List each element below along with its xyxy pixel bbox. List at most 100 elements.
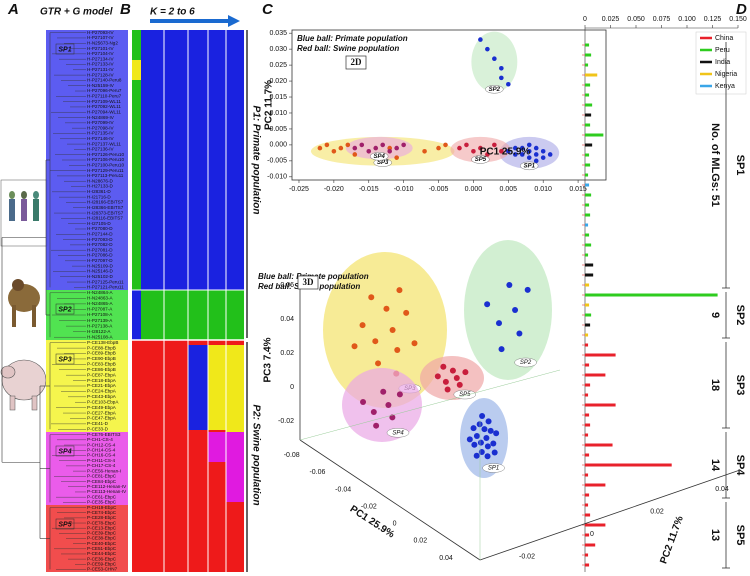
ball — [403, 309, 410, 316]
ball — [383, 305, 390, 312]
bar — [585, 463, 672, 467]
cluster-tag — [55, 518, 75, 530]
bar — [585, 243, 592, 247]
leaf-label: H-P27093-D — [87, 237, 113, 242]
leaf-label: H-N24869-IV — [87, 115, 115, 120]
ball — [495, 320, 502, 327]
leaf-label: H-N24864-A — [87, 290, 113, 295]
leaf-label: P-CE87-EbpA — [87, 372, 117, 377]
leaf-label: H-I28122-A — [87, 329, 111, 334]
ball — [484, 301, 491, 308]
legend-label: Kenya — [715, 83, 735, 90]
point — [457, 145, 462, 151]
point — [324, 142, 330, 148]
point — [506, 81, 511, 87]
leaf-label: H-P27080-D — [87, 226, 113, 231]
ball — [456, 381, 463, 388]
ball — [477, 439, 484, 446]
leaf-label: H-P27093-IV — [87, 30, 114, 35]
cluster-label: SP3 — [58, 356, 71, 363]
leaf-label: P-CE13-EbpC — [87, 525, 117, 530]
leaf-label: P-CH11-CS-4 — [87, 458, 115, 463]
point — [471, 148, 476, 154]
bar — [585, 293, 718, 297]
y-tick-label: 0.035 — [269, 30, 287, 37]
x-tick-label: -0.02 — [361, 503, 377, 510]
group-count: 18 — [709, 379, 721, 391]
cluster-tag — [370, 152, 389, 161]
ball — [389, 327, 396, 333]
cluster-ellipse — [345, 136, 413, 160]
bar — [585, 203, 590, 207]
cluster-label: SP2 — [520, 360, 532, 366]
point — [492, 56, 497, 62]
leaf-label: H-P27135-IV — [87, 131, 114, 136]
leaf-label: H-P27098-IV — [87, 125, 114, 130]
leaf-label: P-CE59-EbpC — [87, 561, 117, 566]
bar — [585, 253, 589, 257]
leaf-label: H-N25108-A — [87, 334, 113, 339]
ball — [493, 430, 500, 437]
ball — [375, 360, 382, 367]
structure-plot — [132, 15, 248, 572]
point — [352, 152, 358, 157]
point — [394, 145, 399, 151]
bar — [585, 543, 596, 547]
bar — [585, 73, 598, 77]
ball — [470, 425, 477, 432]
ball — [444, 386, 451, 393]
z-axis-label: PC3 7.4% — [263, 337, 274, 382]
ball — [370, 408, 377, 415]
leaf-label: H-N25673-Ng2 — [87, 40, 118, 45]
leaf-label: H-P27097-D — [87, 258, 113, 263]
point — [526, 148, 532, 154]
x-tick-label: 0.010 — [534, 186, 552, 193]
bar — [585, 473, 589, 477]
point — [540, 155, 546, 160]
point — [401, 142, 406, 148]
point — [338, 145, 344, 151]
group-count: 9 — [709, 312, 721, 318]
leaf-label: P-CE103-EbpA — [87, 399, 119, 404]
leaf-label: P-CE89-EbpB — [87, 351, 116, 356]
x-tick-label: 0 — [583, 16, 587, 23]
point — [317, 145, 323, 151]
x-tick-label: 0.050 — [627, 16, 645, 23]
leaf-label: P-CH14-CS-4 — [87, 447, 116, 452]
ball — [484, 443, 491, 450]
point — [331, 148, 337, 154]
leaf-label: H-N25102-D — [87, 274, 113, 279]
annotation: Red ball: Swine population — [297, 44, 399, 53]
point — [492, 142, 497, 148]
leaf-label: P-CE113-Henan-IV — [87, 489, 127, 494]
leaf-label: H-I28366-EBITS7 — [87, 205, 124, 210]
point — [499, 65, 504, 71]
point — [512, 145, 518, 151]
bar — [585, 233, 590, 237]
point — [478, 145, 483, 151]
ball — [516, 330, 523, 337]
leaf-label: P-CE44-EbpC — [87, 551, 117, 556]
badge: 3D — [303, 277, 315, 287]
leaf-label: P-CE18-EbpA — [87, 378, 117, 383]
x-tick-label: -0.010 — [394, 186, 414, 193]
point — [506, 148, 511, 154]
ball — [479, 412, 486, 419]
bar — [585, 313, 592, 317]
bar — [585, 453, 590, 457]
bar — [585, 193, 592, 197]
cluster-ellipse — [471, 31, 518, 93]
leaf-label: H-N28676-D — [87, 178, 113, 183]
bar — [585, 323, 591, 327]
x-tick-label: -0.025 — [289, 186, 309, 193]
ball — [396, 391, 403, 398]
x-tick-label: 0 — [393, 521, 397, 528]
leaf-label: P-CE76-EBITS3 — [87, 432, 121, 437]
x-tick-label: 0.100 — [678, 16, 696, 23]
group-label: SP1 — [734, 155, 746, 176]
leaf-label: P-CE90-EbpB — [87, 356, 116, 361]
point — [436, 145, 441, 151]
ball — [498, 346, 505, 353]
cluster-tag — [453, 389, 476, 400]
group-label: SP2 — [734, 305, 746, 326]
